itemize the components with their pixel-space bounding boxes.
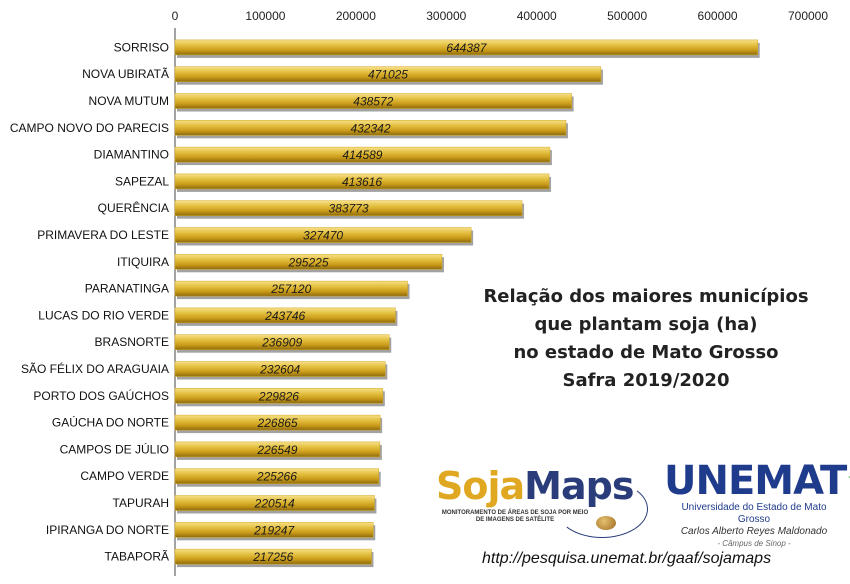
data-label: 243746: [264, 309, 305, 323]
sojamaps-tagline: MONITORAMENTO DE ÁREAS DE SOJA POR MEIO …: [441, 510, 589, 523]
x-axis: 0 100000 200000 300000 400000 500000 600000 700…: [172, 9, 828, 576]
category-label: PARANATINGA: [85, 282, 169, 296]
category-label: SÃO FÉLIX DO ARAGUAIA: [21, 361, 169, 376]
category-label: PRIMAVERA DO LESTE: [37, 228, 169, 242]
bar: [174, 468, 379, 484]
category-label: ITIQUIRA: [117, 255, 169, 269]
bar: [174, 66, 602, 82]
bar: [174, 548, 372, 565]
unemat-logo: UNEMAT★ Universidade do Estado de Mato G…: [664, 460, 850, 548]
unemat-wordmark: UNEMAT★: [664, 460, 850, 502]
bar: [174, 307, 396, 324]
bar: [174, 414, 381, 431]
category-label: TABAPORÃ: [105, 550, 169, 564]
sojamaps-logo: SojaMaps MONITORAMENTO DE ÁREAS DE SOJA …: [436, 466, 648, 540]
category-label: NOVA UBIRATÃ: [82, 67, 169, 81]
data-label: 236909: [261, 336, 302, 350]
data-label: 414589: [342, 148, 382, 162]
title-line-2: que plantam soja (ha): [534, 314, 757, 335]
category-label: DIAMANTINO: [94, 148, 169, 162]
chart-title: Relação dos maiores municípios que plant…: [483, 286, 808, 391]
bar: [174, 522, 374, 538]
bars: SORRISO 644387 NOVA UBIRATÃ 471025 NOVA MUTU…: [10, 39, 760, 568]
category-label: CAMPOS DE JÚLIO: [60, 441, 169, 456]
bar: [174, 39, 758, 56]
x-tick-label: 500000: [607, 9, 647, 23]
bar: [174, 361, 386, 377]
data-label: 226549: [256, 443, 297, 457]
category-label: BRASNORTE: [95, 335, 169, 349]
source-url: http://pesquisa.unemat.br/gaaf/sojamaps: [482, 550, 772, 567]
category-label: CAMPO NOVO DO PARECIS: [10, 121, 169, 135]
data-label: 219247: [253, 523, 295, 537]
category-label: PORTO DOS GAÚCHOS: [33, 388, 169, 403]
data-label: 225266: [256, 470, 297, 484]
title-line-1: Relação dos maiores municípios: [483, 286, 808, 307]
x-tick-label: 600000: [698, 9, 738, 23]
data-label: 327470: [303, 229, 343, 243]
data-label: 257120: [270, 282, 311, 296]
star-icon: ★: [846, 463, 850, 498]
category-label: SORRISO: [114, 40, 169, 54]
bar: [174, 334, 390, 350]
title-line-4: Safra 2019/2020: [562, 370, 729, 391]
data-label: 220514: [254, 497, 295, 511]
bar: [174, 495, 375, 511]
bar: [174, 280, 408, 297]
data-label: 644387: [446, 41, 487, 55]
category-label: IPIRANGA DO NORTE: [46, 523, 169, 537]
sojamaps-wordmark: SojaMaps: [436, 464, 634, 508]
data-label: 226865: [257, 416, 298, 430]
bar: [174, 120, 567, 136]
bar: [174, 441, 381, 458]
x-tick-label: 700000: [788, 9, 828, 23]
bar: [174, 227, 472, 243]
unemat-campus-location: - Câmpus de Sinop -: [717, 539, 791, 548]
category-label: SAPEZAL: [115, 174, 169, 188]
bar: [174, 254, 443, 270]
unemat-campus-name: Carlos Alberto Reyes Maldonado: [680, 526, 828, 537]
category-label: QUERÊNCIA: [98, 200, 169, 215]
unemat-university-name: Universidade do Estado de Mato Grosso: [681, 502, 827, 525]
bar: [174, 200, 523, 216]
data-label: 229826: [258, 389, 299, 403]
orbit-icon: [556, 480, 648, 538]
data-label: 471025: [368, 68, 408, 82]
x-tick-label: 100000: [245, 9, 285, 23]
bar: [174, 173, 550, 190]
category-label: TAPURAH: [113, 496, 169, 510]
data-label: 432342: [350, 121, 390, 135]
data-label: 438572: [353, 95, 393, 109]
category-label: GAÚCHA DO NORTE: [52, 415, 169, 430]
bar: [174, 93, 572, 109]
category-label: LUCAS DO RIO VERDE: [38, 308, 169, 322]
data-label: 295225: [287, 255, 328, 269]
data-label: 413616: [342, 175, 382, 189]
data-label: 383773: [328, 202, 368, 216]
title-line-3: no estado de Mato Grosso: [513, 342, 778, 363]
data-label: 232604: [259, 363, 300, 377]
x-tick-label: 0: [172, 9, 179, 23]
bar: [174, 146, 551, 163]
data-label: 217256: [252, 550, 293, 564]
x-tick-label: 200000: [336, 9, 376, 23]
x-tick-label: 400000: [517, 9, 557, 23]
soybean-icon: [596, 516, 616, 530]
category-label: CAMPO VERDE: [80, 469, 169, 483]
category-label: NOVA MUTUM: [89, 94, 169, 108]
bar: [174, 388, 384, 404]
x-tick-label: 300000: [426, 9, 466, 23]
